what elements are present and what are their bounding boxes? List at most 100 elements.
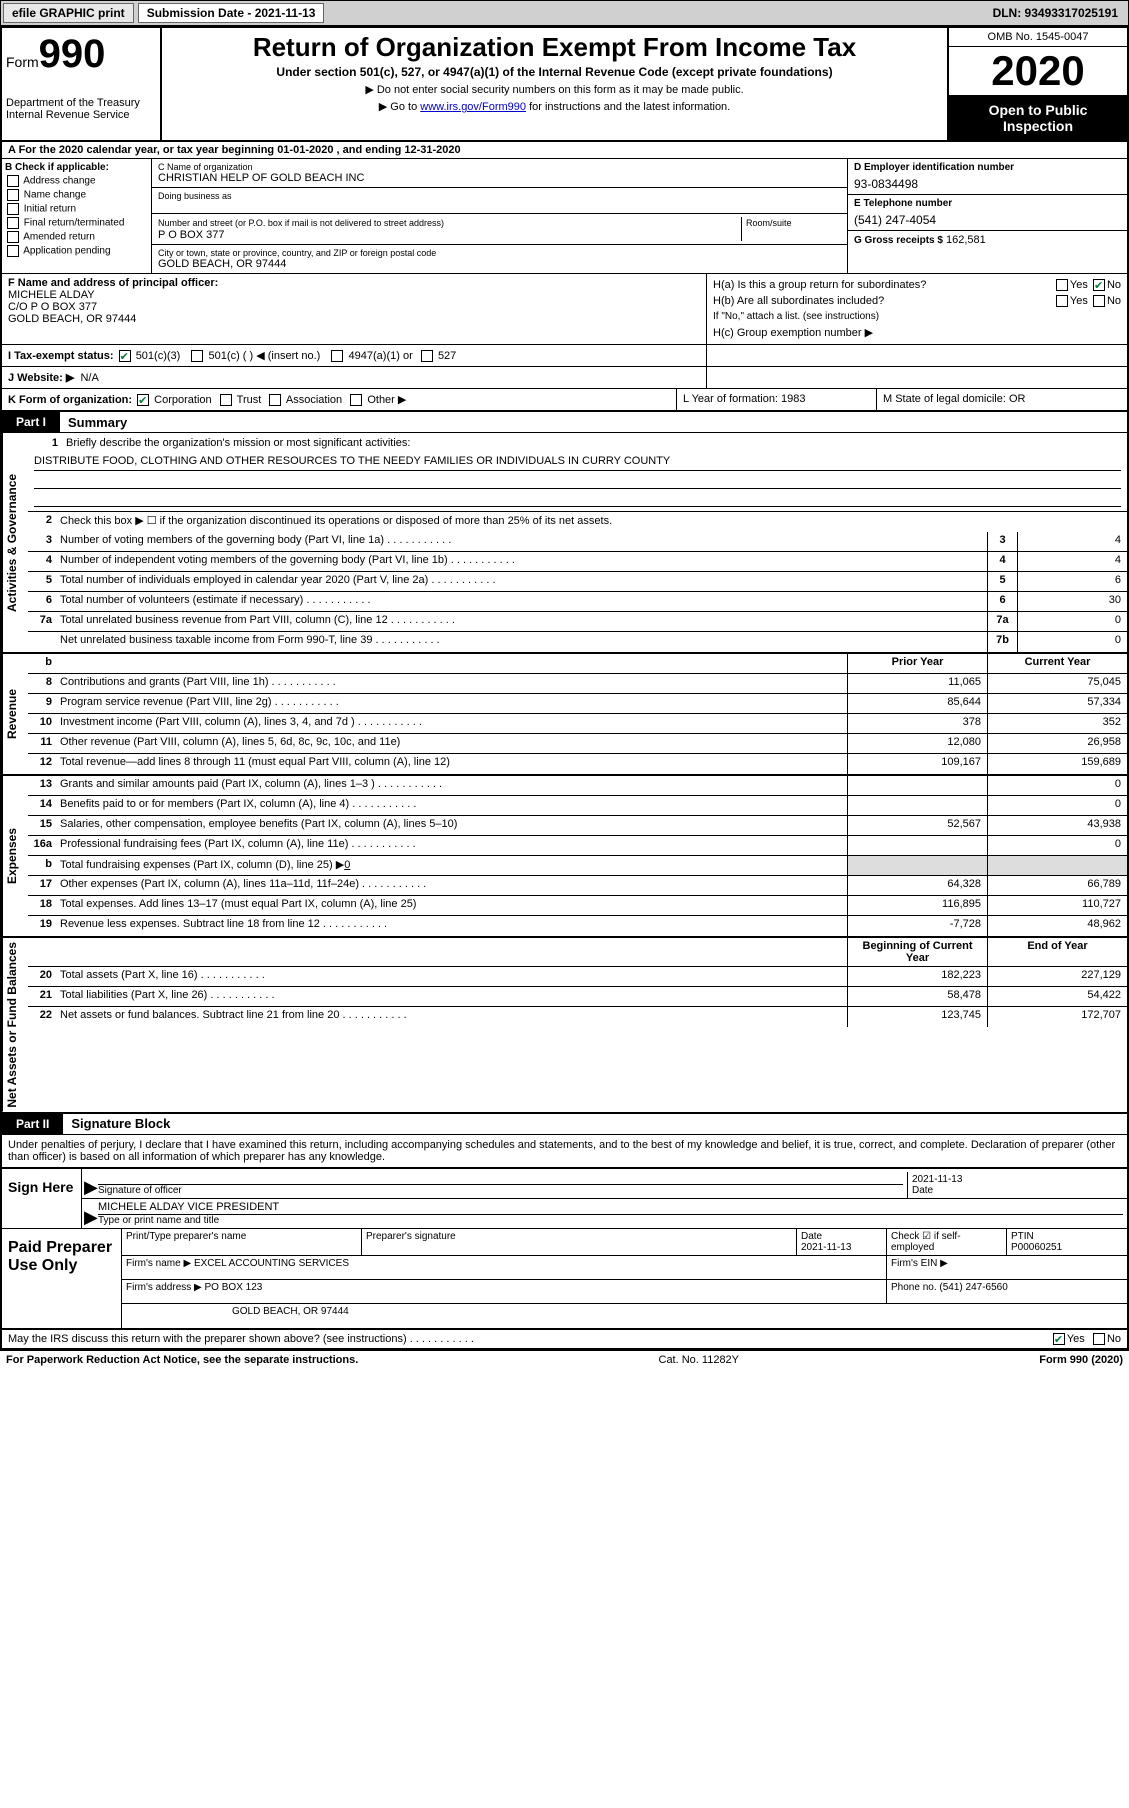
other-checkbox[interactable]: [350, 394, 362, 406]
line19-prior: -7,728: [847, 916, 987, 936]
gross-value: 162,581: [946, 234, 986, 246]
4947-checkbox[interactable]: [331, 350, 343, 362]
name-change-checkbox[interactable]: [7, 189, 19, 201]
line8-prior: 11,065: [847, 674, 987, 693]
cat-no: Cat. No. 11282Y: [358, 1354, 1039, 1366]
col-d-ein: D Employer identification number 93-0834…: [847, 159, 1127, 273]
line3-value: 4: [1017, 532, 1127, 551]
expenses-section: Expenses 13Grants and similar amounts pa…: [2, 776, 1127, 938]
line18-curr: 110,727: [987, 896, 1127, 915]
officer-addr1: C/O P O BOX 377: [8, 301, 700, 313]
line21-prior: 58,478: [847, 987, 987, 1006]
line1-label: Briefly describe the organization's miss…: [62, 435, 1121, 455]
ptin-label: PTIN: [1011, 1231, 1034, 1242]
section-bcd: B Check if applicable: Address change Na…: [2, 159, 1127, 274]
form-subtitle: Under section 501(c), 527, or 4947(a)(1)…: [170, 65, 939, 79]
527-checkbox[interactable]: [421, 350, 433, 362]
form-word: Form: [6, 54, 39, 70]
line22-prior: 123,745: [847, 1007, 987, 1027]
vtab-expenses: Expenses: [2, 776, 28, 936]
efile-print-button[interactable]: efile GRAPHIC print: [3, 3, 134, 23]
line14-prior: [847, 796, 987, 815]
part1-title: Summary: [60, 415, 127, 430]
prior-year-header: Prior Year: [847, 654, 987, 673]
line9-prior: 85,644: [847, 694, 987, 713]
header-right: OMB No. 1545-0047 2020 Open to Public In…: [947, 28, 1127, 140]
line11-text: Other revenue (Part VIII, column (A), li…: [56, 734, 847, 753]
vtab-ag: Activities & Governance: [2, 433, 28, 652]
501c3-checkbox[interactable]: [119, 350, 131, 362]
officer-name: MICHELE ALDAY: [8, 289, 700, 301]
corporation-checkbox[interactable]: [137, 394, 149, 406]
line21-curr: 54,422: [987, 987, 1127, 1006]
street-label: Number and street (or P.O. box if mail i…: [158, 218, 444, 228]
dln-label: DLN: 93493317025191: [993, 6, 1126, 20]
boy-header: Beginning of Current Year: [847, 938, 987, 966]
col-b-header: B Check if applicable:: [5, 162, 148, 173]
prep-sig-label: Preparer's signature: [362, 1229, 797, 1255]
form-footer: Form 990 (2020): [1039, 1354, 1123, 1366]
amended-return-checkbox[interactable]: [7, 231, 19, 243]
paperwork-notice: For Paperwork Reduction Act Notice, see …: [6, 1354, 358, 1366]
vtab-net-assets: Net Assets or Fund Balances: [2, 938, 28, 1112]
hb-no-checkbox[interactable]: [1093, 295, 1105, 307]
submission-date: Submission Date - 2021-11-13: [138, 3, 325, 23]
part1-header: Part I Summary: [2, 412, 1127, 433]
website-value: N/A: [80, 372, 98, 384]
footer: For Paperwork Reduction Act Notice, see …: [0, 1351, 1129, 1369]
address-change-checkbox[interactable]: [7, 175, 19, 187]
line14-curr: 0: [987, 796, 1127, 815]
line9-text: Program service revenue (Part VIII, line…: [56, 694, 847, 713]
line10-text: Investment income (Part VIII, column (A)…: [56, 714, 847, 733]
form-990: Form990 Department of the Treasury Inter…: [0, 26, 1129, 1351]
officer-addr2: GOLD BEACH, OR 97444: [8, 313, 700, 325]
line12-prior: 109,167: [847, 754, 987, 774]
topbar: efile GRAPHIC print Submission Date - 20…: [0, 0, 1129, 26]
street-value: P O BOX 377: [158, 229, 224, 241]
line11-curr: 26,958: [987, 734, 1127, 753]
irs-discuss-text: May the IRS discuss this return with the…: [8, 1333, 474, 1345]
line6-value: 30: [1017, 592, 1127, 611]
org-name-label: C Name of organization: [158, 162, 841, 172]
trust-checkbox[interactable]: [220, 394, 232, 406]
self-employed-label: Check ☑ if self-employed: [887, 1229, 1007, 1255]
application-pending-checkbox[interactable]: [7, 245, 19, 257]
org-name: CHRISTIAN HELP OF GOLD BEACH INC: [158, 172, 841, 184]
omb-number: OMB No. 1545-0047: [949, 28, 1127, 47]
revenue-section: Revenue bPrior YearCurrent Year 8Contrib…: [2, 654, 1127, 776]
irs-discuss-row: May the IRS discuss this return with the…: [2, 1330, 1127, 1349]
line3-text: Number of voting members of the governin…: [56, 532, 987, 551]
line15-prior: 52,567: [847, 816, 987, 835]
ha-no-checkbox[interactable]: [1093, 279, 1105, 291]
hb-note: If "No," attach a list. (see instruction…: [713, 309, 1121, 324]
ha-yes-checkbox[interactable]: [1056, 279, 1068, 291]
line8-curr: 75,045: [987, 674, 1127, 693]
line11-prior: 12,080: [847, 734, 987, 753]
line15-curr: 43,938: [987, 816, 1127, 835]
sig-officer-label: Signature of officer: [98, 1185, 182, 1196]
discuss-yes-checkbox[interactable]: [1053, 1333, 1065, 1345]
initial-return-checkbox[interactable]: [7, 203, 19, 215]
part2-title: Signature Block: [63, 1116, 170, 1131]
discuss-no-checkbox[interactable]: [1093, 1333, 1105, 1345]
line16a-curr: 0: [987, 836, 1127, 855]
line14-text: Benefits paid to or for members (Part IX…: [56, 796, 847, 815]
line7b-text: Net unrelated business taxable income fr…: [56, 632, 987, 652]
line10-prior: 378: [847, 714, 987, 733]
header-left: Form990 Department of the Treasury Inter…: [2, 28, 162, 140]
arrow-icon: ▶: [82, 1207, 94, 1228]
association-checkbox[interactable]: [269, 394, 281, 406]
phone-value: (541) 247-6560: [939, 1282, 1007, 1293]
501c-checkbox[interactable]: [191, 350, 203, 362]
irs-link[interactable]: www.irs.gov/Form990: [420, 101, 526, 113]
line13-curr: 0: [987, 776, 1127, 795]
city-value: GOLD BEACH, OR 97444: [158, 258, 841, 270]
part2-header: Part II Signature Block: [2, 1114, 1127, 1135]
sign-here-block: Sign Here ▶ Signature of officer 2021-11…: [2, 1168, 1127, 1229]
line7a-text: Total unrelated business revenue from Pa…: [56, 612, 987, 631]
hb-yes-checkbox[interactable]: [1056, 295, 1068, 307]
sig-date-label: Date: [912, 1185, 933, 1196]
ha-label: H(a) Is this a group return for subordin…: [713, 279, 926, 291]
room-label: Room/suite: [746, 218, 792, 228]
final-return-checkbox[interactable]: [7, 217, 19, 229]
